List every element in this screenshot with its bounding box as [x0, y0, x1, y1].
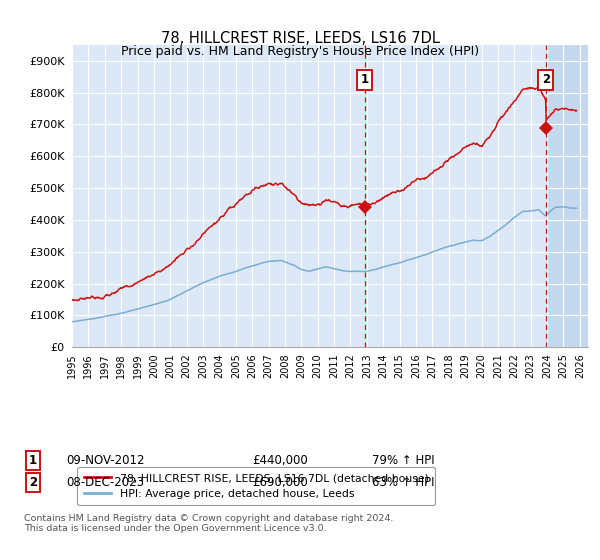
Text: 2: 2: [542, 73, 550, 86]
Text: 1: 1: [29, 454, 37, 467]
Text: 08-DEC-2023: 08-DEC-2023: [66, 476, 144, 489]
Text: 79% ↑ HPI: 79% ↑ HPI: [372, 454, 434, 467]
Text: £440,000: £440,000: [252, 454, 308, 467]
Text: Price paid vs. HM Land Registry's House Price Index (HPI): Price paid vs. HM Land Registry's House …: [121, 45, 479, 58]
Text: 63% ↑ HPI: 63% ↑ HPI: [372, 476, 434, 489]
Text: Contains HM Land Registry data © Crown copyright and database right 2024.
This d: Contains HM Land Registry data © Crown c…: [24, 514, 394, 534]
Text: 09-NOV-2012: 09-NOV-2012: [66, 454, 145, 467]
Text: 2: 2: [29, 476, 37, 489]
Bar: [546, 45, 588, 347]
Text: 78, HILLCREST RISE, LEEDS, LS16 7DL: 78, HILLCREST RISE, LEEDS, LS16 7DL: [161, 31, 439, 46]
Text: 1: 1: [361, 73, 369, 86]
Legend: 78, HILLCREST RISE, LEEDS, LS16 7DL (detached house), HPI: Average price, detach: 78, HILLCREST RISE, LEEDS, LS16 7DL (det…: [77, 466, 435, 505]
Text: £690,000: £690,000: [252, 476, 308, 489]
